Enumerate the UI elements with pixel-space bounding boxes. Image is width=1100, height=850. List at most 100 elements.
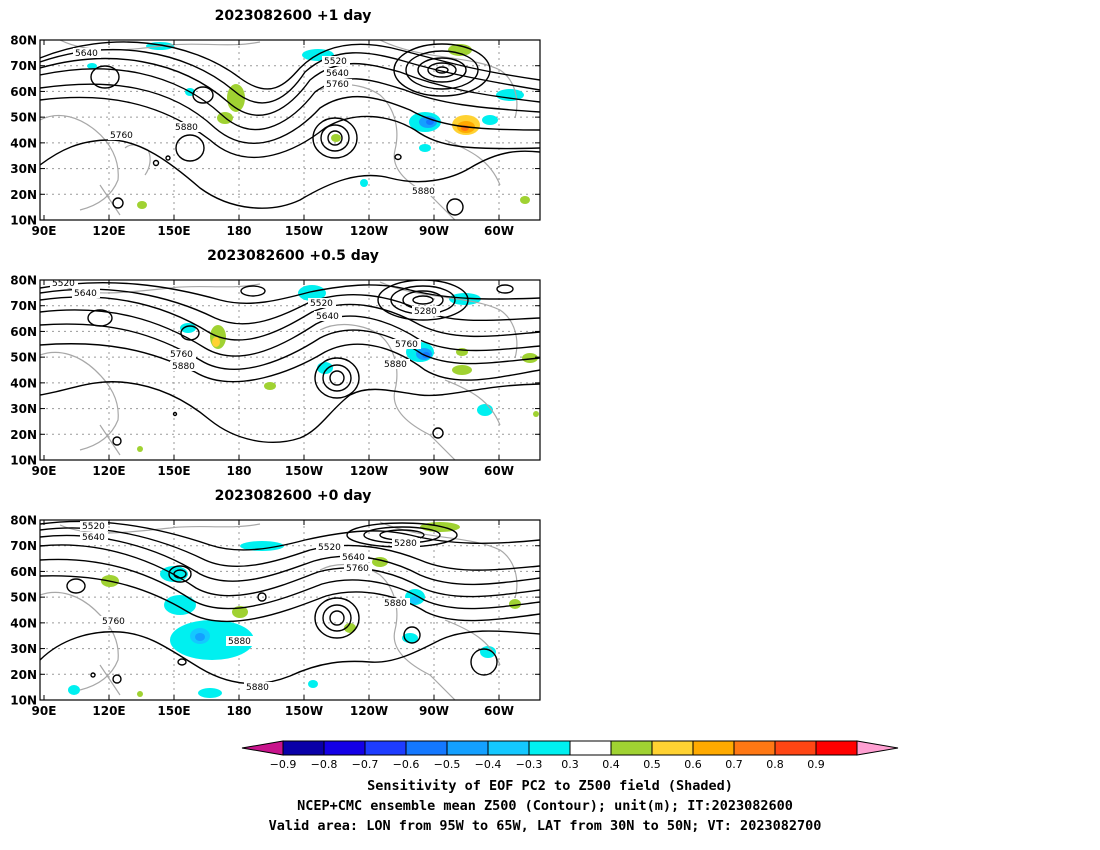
caption-line-1: Sensitivity of EOF PC2 to Z500 field (Sh… (367, 778, 733, 794)
contour-label: 5760 (170, 350, 193, 360)
panel-title: 2023082600 +1 day (215, 8, 372, 24)
lat-tick-label: 70N (10, 299, 37, 313)
colorbar-swatch (815, 740, 858, 756)
lon-tick-label: 60W (484, 224, 514, 238)
contour-label: 5520 (318, 543, 341, 553)
lat-tick-label: 70N (10, 59, 37, 73)
lon-tick-label: 90W (419, 704, 449, 718)
contour-label: 5520 (82, 522, 105, 532)
lon-tick-label: 180 (226, 704, 251, 718)
colorbar-swatch (323, 740, 366, 756)
colorbar-label: −0.5 (434, 758, 461, 771)
contour-label: 5880 (412, 187, 435, 197)
lat-tick-label: 30N (10, 402, 37, 416)
lat-tick-label: 20N (10, 668, 37, 682)
caption-line-2: NCEP+CMC ensemble mean Z500 (Contour); u… (297, 798, 793, 814)
lon-tick-label: 150W (285, 224, 323, 238)
contour-labels: 5520 5640 5520 5280 5640 5760 5880 5760 … (80, 521, 420, 693)
colorbar-swatch (487, 740, 530, 756)
caption-line-3: Valid area: LON from 95W to 65W, LAT fro… (269, 818, 822, 834)
contour-label: 5520 (310, 299, 333, 309)
lon-tick-label: 90E (32, 464, 57, 478)
colorbar: −0.9 −0.8 −0.7 −0.6 −0.5 −0.4 −0.3 0.3 0.4 0.5 0.6… (241, 740, 899, 771)
panel-plus1day: 2023082600 +1 day (39, 8, 541, 221)
colorbar-swatch (733, 740, 776, 756)
lat-tick-label: 50N (10, 351, 37, 365)
lon-tick-label: 150W (285, 704, 323, 718)
contour-label: 5640 (75, 49, 98, 59)
lon-tick-label: 60W (484, 704, 514, 718)
lon-tick-label: 150E (157, 464, 190, 478)
lat-tick-label: 40N (10, 376, 37, 390)
lon-tick-label: 150E (157, 224, 190, 238)
lon-tick-label: 120E (92, 704, 125, 718)
lon-tick-label: 90W (419, 224, 449, 238)
contour-label: 5880 (228, 637, 251, 647)
colorbar-label: −0.9 (270, 758, 297, 771)
contour-label: 5640 (82, 533, 105, 543)
caption: Sensitivity of EOF PC2 to Z500 field (Sh… (269, 778, 822, 834)
contour-label: 5760 (395, 340, 418, 350)
lon-tick-label: 90W (419, 464, 449, 478)
colorbar-over-arrow (856, 740, 899, 756)
colorbar-swatch (774, 740, 817, 756)
lat-tick-label: 50N (10, 111, 37, 125)
lon-tick-label: 120W (350, 704, 388, 718)
contour-label: 5640 (74, 289, 97, 299)
lat-tick-label: 30N (10, 642, 37, 656)
axis-tick-labels: 80N 70N 60N 50N 40N 30N 20N 10N 90E 120E 150E 180 15… (10, 34, 540, 718)
colorbar-under-arrow (241, 740, 284, 756)
contour-label: 5880 (246, 683, 269, 693)
colorbar-swatch (446, 740, 489, 756)
contour-label: 5640 (326, 69, 349, 79)
colorbar-label: −0.7 (352, 758, 379, 771)
lat-tick-label: 40N (10, 136, 37, 150)
contour-label: 5760 (110, 131, 133, 141)
lon-tick-label: 150W (285, 464, 323, 478)
lat-tick-label: 10N (10, 214, 37, 228)
colorbar-label: −0.6 (393, 758, 420, 771)
colorbar-label: 0.9 (807, 758, 825, 771)
colorbar-swatch (569, 740, 612, 756)
contour-label: 5280 (394, 539, 417, 549)
colorbar-swatch (282, 740, 325, 756)
colorbar-label: 0.3 (561, 758, 579, 771)
sensitivity-shading (68, 522, 521, 698)
lat-tick-label: 60N (10, 85, 37, 99)
contour-labels: 5520 5640 5520 5280 5640 5760 5880 5760 … (50, 280, 440, 372)
lon-tick-label: 60W (484, 464, 514, 478)
lat-tick-label: 50N (10, 591, 37, 605)
lat-tick-label: 60N (10, 565, 37, 579)
lat-tick-label: 70N (10, 539, 37, 553)
lat-tick-label: 80N (10, 514, 37, 528)
colorbar-swatch (651, 740, 694, 756)
colorbar-label: −0.4 (475, 758, 502, 771)
contour-label: 5880 (175, 123, 198, 133)
contour-label: 5760 (346, 564, 369, 574)
colorbar-label: 0.7 (725, 758, 743, 771)
colorbar-swatch (692, 740, 735, 756)
z500-contours (40, 520, 540, 685)
panel-title: 2023082600 +0.5 day (207, 248, 379, 264)
contour-label: 5640 (342, 553, 365, 563)
lat-tick-label: 20N (10, 188, 37, 202)
lat-tick-label: 40N (10, 616, 37, 630)
lat-tick-label: 20N (10, 428, 37, 442)
colorbar-label: 0.8 (766, 758, 784, 771)
lat-tick-label: 60N (10, 325, 37, 339)
lat-tick-label: 80N (10, 274, 37, 288)
lon-tick-label: 120E (92, 224, 125, 238)
colorbar-label: 0.4 (602, 758, 620, 771)
lon-tick-label: 120W (350, 224, 388, 238)
colorbar-swatch (528, 740, 571, 756)
colorbar-swatch (405, 740, 448, 756)
lon-tick-label: 180 (226, 464, 251, 478)
colorbar-label: 0.5 (643, 758, 661, 771)
contour-label: 5280 (414, 307, 437, 317)
sensitivity-shading (87, 42, 530, 209)
lon-tick-label: 180 (226, 224, 251, 238)
colorbar-label: −0.3 (516, 758, 543, 771)
lat-tick-label: 80N (10, 34, 37, 48)
panel-title: 2023082600 +0 day (215, 488, 372, 504)
